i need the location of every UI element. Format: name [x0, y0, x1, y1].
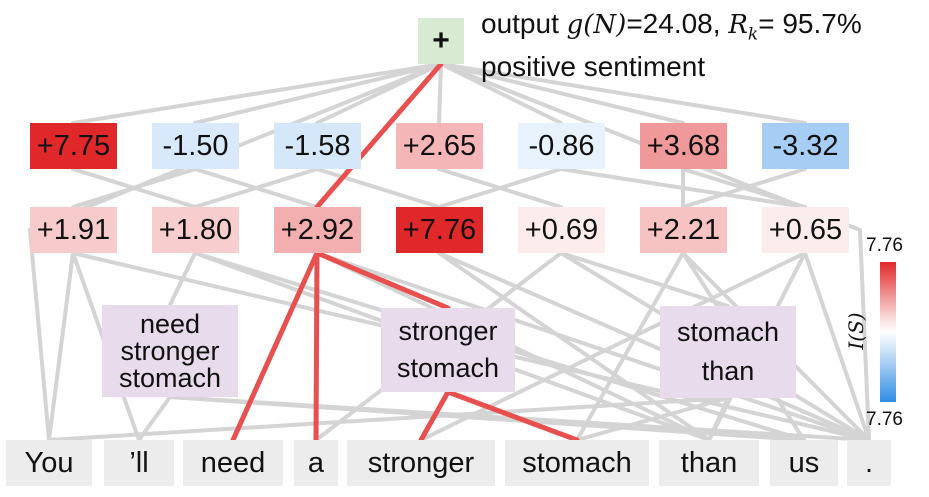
upper-score-node: -3.32: [762, 123, 849, 169]
rk-symbol: R: [728, 10, 748, 40]
highlight-edge: [314, 250, 451, 311]
tree-edge: [71, 62, 443, 125]
phrase-node-need-stronger-stomach: need stronger stomach: [102, 305, 238, 397]
lower-score-node: +1.91: [30, 207, 117, 253]
phrase-node-stomach-than: stomach than: [660, 306, 796, 398]
tree-edge: [575, 251, 685, 442]
tree-edge: [47, 251, 75, 442]
colorbar-min-label: 7.76: [866, 409, 903, 430]
highlight-edge: [314, 61, 444, 210]
token-than: than: [659, 440, 759, 486]
output-function: g(N): [566, 10, 627, 40]
lower-score-node: +2.21: [640, 207, 727, 253]
tree-edge: [47, 396, 730, 442]
token-need: need: [183, 440, 283, 486]
output-annotation: output g(N)=24.08, Rk= 95.7% positive se…: [481, 8, 862, 82]
token-a: a: [294, 440, 338, 486]
upper-score-node: +7.75: [30, 123, 117, 169]
output-sentiment-line: positive sentiment: [481, 50, 706, 82]
tree-edge: [315, 167, 441, 209]
tree-edge: [803, 251, 871, 442]
tree-edge: [437, 62, 443, 125]
upper-score-node: +3.68: [640, 123, 727, 169]
tree-edge: [71, 167, 197, 209]
upper-score-node: -1.58: [274, 123, 361, 169]
tree-edge: [168, 251, 197, 307]
highlight-edge: [230, 250, 320, 443]
output-score-line: output g(N)=24.08, Rk= 95.7%: [481, 8, 862, 45]
tree-edge: [419, 251, 807, 442]
phrase-node-stronger-stomach: stronger stomach: [381, 308, 515, 392]
upper-score-node: +2.65: [396, 123, 483, 169]
token-stronger: stronger: [347, 440, 495, 486]
colorbar-axis-label: I(S): [844, 312, 868, 350]
highlight-edge: [445, 389, 580, 443]
tree-edge: [193, 167, 319, 209]
tree-edge: [439, 62, 685, 125]
tree-edge: [315, 251, 871, 442]
token-ll: ’ll: [104, 440, 174, 486]
tree-edge: [681, 167, 807, 209]
tree-edge: [439, 62, 807, 125]
highlight-edge: [313, 250, 320, 443]
tree-edge: [575, 396, 730, 442]
tree-edge: [437, 167, 563, 209]
tree-edge: [193, 62, 443, 125]
root-plus-node: +: [418, 18, 464, 64]
lower-score-node: +0.65: [762, 207, 849, 253]
tree-edge: [707, 396, 730, 442]
highlight-edge: [418, 389, 451, 443]
upper-score-node: -1.50: [152, 123, 239, 169]
tree-edge: [559, 251, 730, 308]
lower-score-node: +0.69: [518, 207, 605, 253]
token-you: You: [6, 440, 92, 486]
lower-score-node: +1.80: [152, 207, 239, 253]
token-period: .: [847, 440, 891, 486]
upper-score-node: -0.86: [518, 123, 605, 169]
tree-edge: [437, 251, 711, 442]
tree-edge: [858, 228, 871, 442]
tree-edge: [28, 228, 51, 442]
token-us: us: [770, 440, 838, 486]
token-stomach: stomach: [505, 440, 649, 486]
lower-score-node: +2.92: [274, 207, 361, 253]
tree-edge: [437, 251, 871, 442]
colorbar-gradient: [880, 262, 896, 402]
lower-score-node: +7.76: [396, 207, 483, 253]
colorbar-max-label: 7.76: [866, 235, 903, 256]
